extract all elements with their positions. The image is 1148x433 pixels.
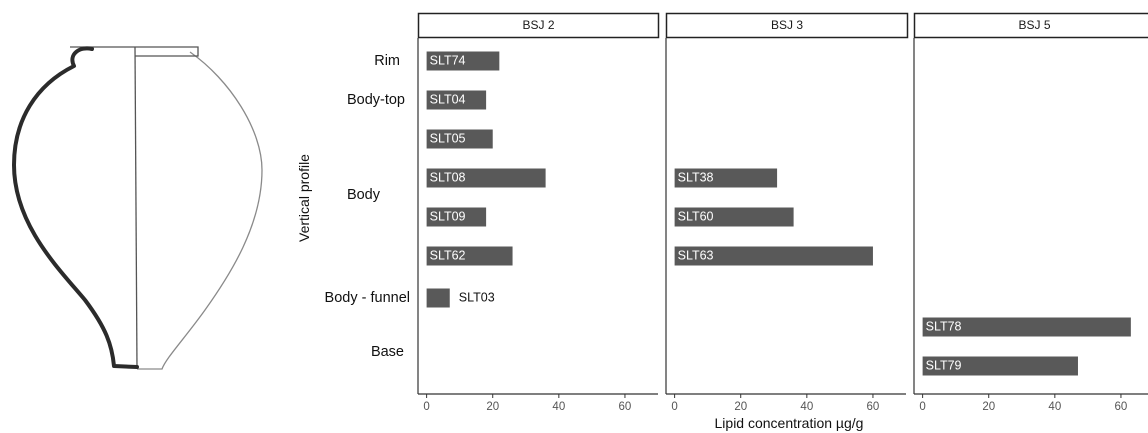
facet-strips: BSJ 2 BSJ 3 BSJ 5 — [417, 12, 1148, 39]
bar-slt60 — [674, 207, 794, 227]
x-tick-label: 60 — [1115, 401, 1128, 413]
facet-strip-label: BSJ 5 — [1018, 18, 1050, 32]
facet-strip-label: BSJ 3 — [771, 18, 803, 32]
facet-strip-bsj-3: BSJ 3 — [665, 12, 909, 39]
bar-slt79 — [922, 356, 1078, 376]
facet-strip-label: BSJ 2 — [522, 18, 554, 32]
bar-slt78 — [922, 317, 1131, 337]
facet-panel: 0 20 40 60 SLT38 SLT60 SLT63 — [665, 38, 906, 413]
facet-panels: 0 20 40 60 SLT74 SLT04 SLT05 SLT08 SLT09 SLT62 SLT… — [417, 38, 1148, 413]
facet-panel: 0 20 40 60 SLT78 SLT79 — [913, 38, 1148, 413]
vessel-outline — [137, 51, 263, 370]
bar-label-slt09: SLT09 — [430, 209, 466, 223]
bar-label-slt79: SLT79 — [926, 358, 962, 372]
bar-label-slt78: SLT78 — [926, 319, 962, 333]
vessel-drawing — [12, 46, 263, 370]
x-tick-label: 20 — [982, 401, 995, 413]
bar-label-slt62: SLT62 — [430, 248, 466, 262]
bar-label-slt03: SLT03 — [459, 290, 495, 304]
bar-label-slt08: SLT08 — [430, 170, 466, 184]
bar-slt62 — [426, 246, 513, 266]
category-labels: Rim Body-top Body Body - funnel Base — [325, 53, 410, 360]
bar-slt04 — [426, 90, 487, 110]
category-label-rim: Rim — [374, 53, 400, 69]
x-tick-label: 60 — [867, 401, 880, 413]
bar-label-slt05: SLT05 — [430, 131, 466, 145]
bar-slt08 — [426, 168, 546, 188]
bar-slt63 — [674, 246, 873, 266]
category-label-body-top: Body-top — [347, 92, 405, 108]
vessel-centre-line — [134, 46, 138, 370]
facet-panel: 0 20 40 60 SLT74 SLT04 SLT05 SLT08 SLT09 SLT62 SLT… — [417, 38, 658, 413]
facet-strip-bsj-5: BSJ 5 — [913, 12, 1148, 39]
x-tick-label: 40 — [800, 401, 813, 413]
x-axis-title: Lipid concentration µg/g — [715, 415, 864, 431]
x-tick-label: 20 — [486, 401, 499, 413]
vessel-section-wall — [12, 46, 139, 369]
x-tick-label: 0 — [671, 401, 677, 413]
bar-label-slt60: SLT60 — [678, 209, 714, 223]
bar-label-slt38: SLT38 — [678, 170, 714, 184]
category-label-base: Base — [371, 344, 404, 360]
x-tick-label: 0 — [919, 401, 925, 413]
category-label-body: Body — [347, 187, 381, 203]
bar-slt09 — [426, 207, 487, 227]
bar-label-slt63: SLT63 — [678, 248, 714, 262]
bar-label-slt74: SLT74 — [430, 53, 466, 67]
x-tick-label: 60 — [619, 401, 632, 413]
x-tick-label: 20 — [734, 401, 747, 413]
x-tick-label: 0 — [423, 401, 429, 413]
x-tick-label: 40 — [1048, 401, 1061, 413]
x-tick-label: 40 — [552, 401, 565, 413]
category-label-body-funnel: Body - funnel — [325, 290, 410, 306]
bar-slt74 — [426, 51, 500, 71]
bar-label-slt04: SLT04 — [430, 92, 466, 106]
vessel-rim — [70, 46, 199, 57]
bar-slt03 — [426, 288, 450, 308]
y-axis-title: Vertical profile — [296, 154, 312, 242]
bar-slt38 — [674, 168, 778, 188]
bar-slt05 — [426, 129, 493, 149]
facet-strip-bsj-2: BSJ 2 — [417, 12, 660, 39]
